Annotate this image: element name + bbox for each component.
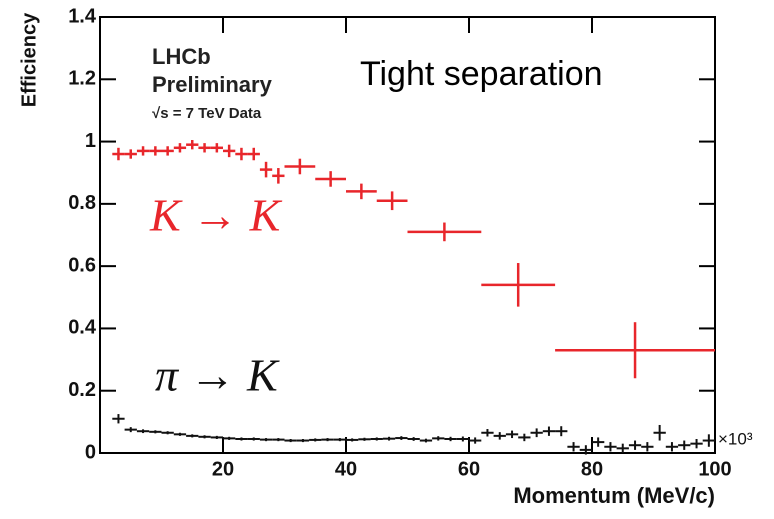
x-tick-label: 100 — [698, 458, 731, 480]
annotation: √s = 7 TeV Data — [152, 105, 262, 122]
x-tick-label: 80 — [581, 458, 603, 480]
y-tick-label: 1.4 — [68, 5, 97, 27]
y-tick-label: 0 — [85, 441, 96, 463]
x-tick-label: 60 — [458, 458, 480, 480]
y-tick-label: 1 — [85, 130, 96, 152]
y-tick-label: 0.6 — [68, 254, 96, 276]
annotation: LHCb — [152, 44, 211, 69]
plot-frame — [99, 16, 716, 454]
x-scale-label: ×10³ — [718, 429, 753, 448]
y-tick-label: 0.4 — [68, 317, 97, 339]
y-tick-label: 0.8 — [68, 192, 96, 214]
y-tick-label: 1.2 — [68, 68, 96, 90]
chart-title: Tight separation — [360, 55, 603, 93]
x-tick-label: 40 — [335, 458, 357, 480]
x-tick-label: 20 — [212, 458, 234, 480]
x-axis-label: Momentum (MeV/c) — [513, 483, 715, 508]
series-label: π → K — [155, 350, 280, 401]
y-tick-label: 0.2 — [68, 379, 96, 401]
series-label: K → K — [149, 190, 283, 241]
annotation: Preliminary — [152, 72, 273, 97]
y-axis-label: Efficiency — [18, 12, 40, 107]
